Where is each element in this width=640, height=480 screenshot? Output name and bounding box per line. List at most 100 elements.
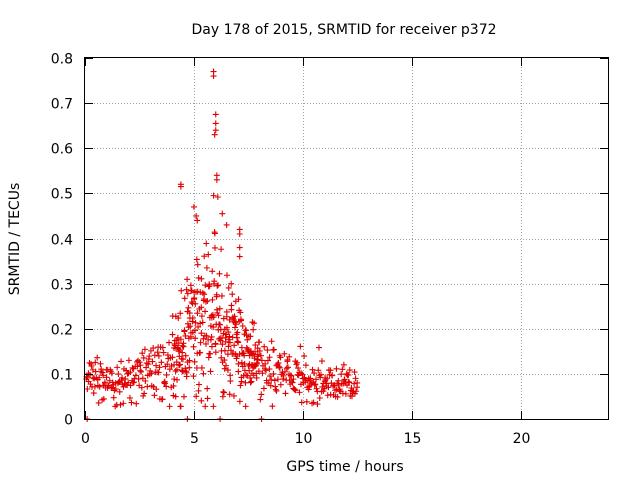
data-point — [193, 393, 200, 400]
data-point — [235, 360, 242, 367]
data-point — [262, 360, 269, 367]
data-point — [95, 399, 102, 406]
data-point — [236, 351, 243, 358]
data-point — [223, 362, 230, 369]
outlier-point — [223, 221, 230, 228]
data-point — [178, 287, 185, 294]
data-point — [160, 349, 167, 356]
data-point — [257, 352, 264, 359]
data-point — [227, 347, 234, 354]
data-point — [272, 386, 279, 393]
data-point — [203, 264, 210, 271]
data-point — [204, 297, 211, 304]
data-point — [251, 320, 258, 327]
data-point — [143, 364, 150, 371]
data-point — [348, 393, 355, 400]
data-point — [101, 379, 108, 386]
data-point — [177, 403, 184, 410]
data-point — [289, 379, 296, 386]
data-point — [223, 308, 230, 315]
data-point — [225, 284, 232, 291]
data-point — [221, 347, 228, 354]
x-axis-label: GPS time / hours — [286, 459, 403, 475]
data-point — [92, 368, 99, 375]
y-tick-label: 0.6 — [51, 142, 73, 158]
data-point — [249, 351, 256, 358]
data-point — [238, 378, 245, 385]
data-point — [221, 365, 228, 372]
data-point — [205, 251, 212, 258]
data-point — [309, 366, 316, 373]
data-point — [171, 376, 178, 383]
data-point — [315, 344, 322, 351]
data-point — [239, 322, 246, 329]
data-point — [314, 401, 321, 408]
data-point — [184, 276, 191, 283]
data-point — [203, 332, 210, 339]
data-point — [338, 371, 345, 378]
data-point — [100, 395, 107, 402]
data-point — [270, 370, 277, 377]
data-point — [342, 390, 349, 397]
data-point — [115, 371, 122, 378]
y-tick-label: 0 — [64, 413, 73, 429]
data-point — [234, 338, 241, 345]
data-point — [296, 389, 303, 396]
data-point — [312, 381, 319, 388]
data-point — [209, 296, 216, 303]
outlier-point — [193, 212, 200, 219]
data-point — [163, 371, 170, 378]
data-point — [114, 364, 121, 371]
y-tick-label: 0.4 — [51, 233, 73, 249]
data-point — [211, 278, 218, 285]
data-point — [172, 368, 179, 375]
data-point — [197, 289, 204, 296]
data-point — [148, 370, 155, 377]
data-point — [215, 282, 222, 289]
data-point — [225, 343, 232, 350]
data-point — [153, 386, 160, 393]
data-point — [324, 375, 331, 382]
data-point — [207, 350, 214, 357]
data-point — [199, 319, 206, 326]
data-point — [155, 369, 162, 376]
data-point — [226, 339, 233, 346]
data-point — [199, 289, 206, 296]
data-point — [208, 333, 215, 340]
data-point — [209, 268, 216, 275]
data-point — [202, 340, 209, 347]
data-point — [311, 381, 318, 388]
outlier-point — [236, 253, 243, 260]
data-point — [256, 347, 263, 354]
chart-title: Day 178 of 2015, SRMTID for receiver p37… — [191, 22, 496, 38]
data-point — [253, 374, 260, 381]
data-point — [333, 365, 340, 372]
data-point — [108, 370, 115, 377]
data-point — [218, 292, 225, 299]
data-point — [237, 309, 244, 316]
data-point — [237, 382, 244, 389]
data-point — [202, 308, 209, 315]
data-point — [191, 295, 198, 302]
data-point — [273, 387, 280, 394]
data-point — [261, 343, 268, 350]
data-point — [219, 341, 226, 348]
outlier-point — [236, 230, 243, 237]
data-point — [179, 349, 186, 356]
outlier-point — [211, 131, 218, 138]
outlier-point — [177, 183, 184, 190]
data-point — [238, 359, 245, 366]
data-point — [197, 349, 204, 356]
data-point — [182, 365, 189, 372]
x-tick-label: 20 — [513, 431, 531, 447]
data-point — [197, 339, 204, 346]
data-point — [290, 376, 297, 383]
data-point — [250, 326, 257, 333]
data-point — [164, 361, 171, 368]
data-point — [235, 296, 242, 303]
y-tick-label: 0.8 — [51, 52, 73, 68]
data-point — [191, 358, 198, 365]
data-point — [200, 335, 207, 342]
data-point — [297, 343, 304, 350]
